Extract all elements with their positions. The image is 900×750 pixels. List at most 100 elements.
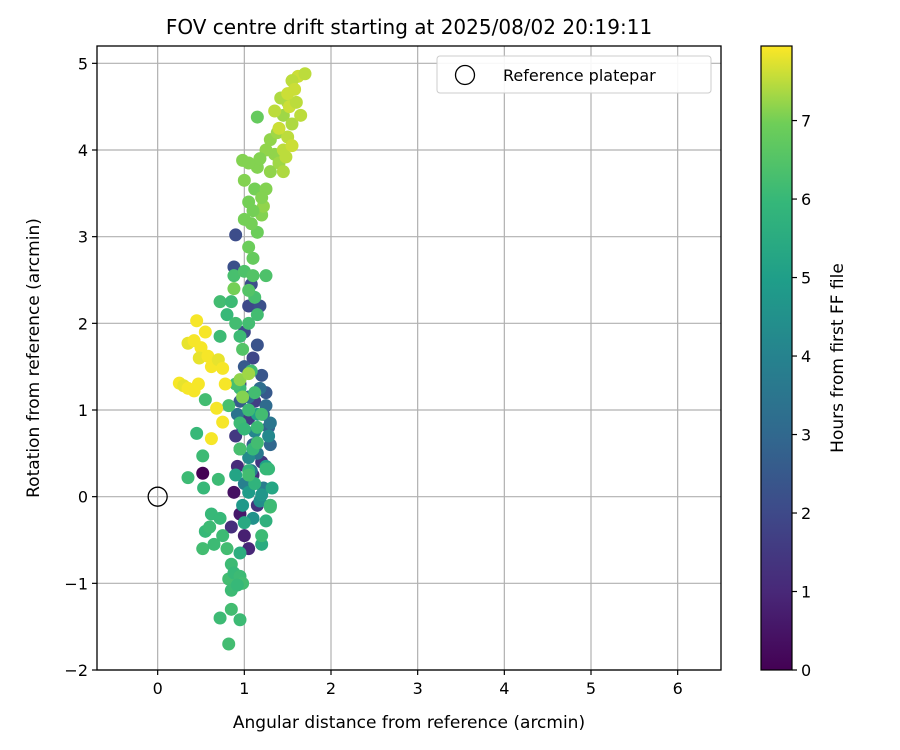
data-point (253, 152, 267, 166)
data-point (259, 462, 273, 476)
data-point (236, 390, 250, 404)
y-tick-label: 1 (78, 401, 88, 420)
data-point (196, 542, 210, 556)
plot-frame (96, 45, 722, 671)
data-point (242, 156, 256, 170)
y-tick-label: 3 (78, 228, 88, 247)
data-point (242, 403, 256, 417)
data-point (263, 498, 277, 512)
data-point (218, 377, 232, 391)
data-point (255, 191, 269, 205)
data-point (255, 488, 269, 502)
data-point (213, 511, 227, 525)
data-point (216, 361, 230, 375)
data-point (224, 295, 238, 309)
data-point (276, 165, 290, 179)
data-point (242, 367, 256, 381)
data-point (298, 67, 312, 81)
data-point (246, 251, 260, 265)
data-point (229, 468, 243, 482)
data-point (196, 449, 210, 463)
data-point (246, 351, 260, 365)
data-point (227, 269, 241, 283)
data-point (204, 432, 218, 446)
colorbar-tick-label: 0 (801, 661, 811, 680)
data-point (285, 117, 299, 131)
data-point (248, 182, 262, 196)
data-point (190, 426, 204, 440)
colorbar-label: Hours from first FF file (828, 263, 848, 453)
data-point (255, 368, 269, 382)
data-point (194, 341, 208, 355)
y-axis-ticks: −2 −1 0 1 2 3 4 5 (64, 54, 97, 680)
data-points (172, 67, 312, 651)
data-point (233, 442, 247, 456)
data-point (250, 110, 264, 124)
data-point (250, 420, 264, 434)
chart-title: FOV centre drift starting at 2025/08/02 … (166, 15, 652, 39)
legend: Reference platepar (436, 55, 712, 94)
x-tick-label: 5 (586, 679, 596, 698)
data-point (198, 325, 212, 339)
y-tick-label: 0 (78, 488, 88, 507)
colorbar-tick-label: 5 (801, 269, 811, 288)
data-point (242, 240, 256, 254)
y-axis-label: Rotation from reference (arcmin) (24, 218, 44, 498)
colorbar-tick-label: 6 (801, 190, 811, 209)
x-tick-label: 2 (326, 679, 336, 698)
data-point (201, 349, 215, 363)
data-point (213, 295, 227, 309)
data-point (255, 407, 269, 421)
data-point (268, 104, 282, 118)
legend-marker-icon (454, 64, 476, 86)
data-point (229, 228, 243, 242)
data-point (288, 82, 302, 96)
data-point (237, 422, 251, 436)
data-point (222, 637, 236, 651)
data-point (289, 95, 303, 109)
data-point (233, 329, 247, 343)
data-point (250, 338, 264, 352)
data-point (211, 472, 225, 486)
data-point (272, 121, 286, 135)
y-tick-label: −2 (64, 661, 88, 680)
data-point (229, 429, 243, 443)
data-point (265, 481, 279, 495)
data-point (246, 269, 260, 283)
data-point (263, 416, 277, 430)
grid-lines (97, 46, 721, 671)
data-point (190, 314, 204, 328)
data-point (285, 139, 299, 153)
data-point (242, 283, 256, 297)
data-point (244, 217, 258, 231)
colorbar-tick-label: 7 (801, 112, 811, 131)
y-tick-label: 5 (78, 54, 88, 73)
data-point (294, 108, 308, 122)
data-point (216, 529, 230, 543)
data-point (237, 173, 251, 187)
x-tick-label: 6 (673, 679, 683, 698)
reference-marker-layer (147, 486, 168, 507)
data-point (224, 520, 238, 534)
data-point (213, 611, 227, 625)
data-point (229, 316, 243, 330)
data-point (233, 613, 247, 627)
data-point (237, 529, 251, 543)
data-point (259, 269, 273, 283)
reference-platepar-marker (147, 486, 168, 507)
data-point (224, 602, 238, 616)
x-axis-ticks: 0 1 2 3 4 5 6 (153, 670, 683, 698)
data-point (222, 399, 236, 413)
data-point (279, 150, 293, 164)
data-point (242, 316, 256, 330)
data-point (227, 485, 241, 499)
data-point (191, 377, 205, 391)
colorbar-tick-label: 4 (801, 347, 811, 366)
data-point (263, 165, 277, 179)
colorbar-tick-label: 2 (801, 504, 811, 523)
x-tick-label: 4 (499, 679, 509, 698)
colorbar-ticks: 0 1 2 3 4 5 6 7 (792, 112, 811, 680)
y-tick-label: 4 (78, 141, 88, 160)
data-point (248, 386, 262, 400)
